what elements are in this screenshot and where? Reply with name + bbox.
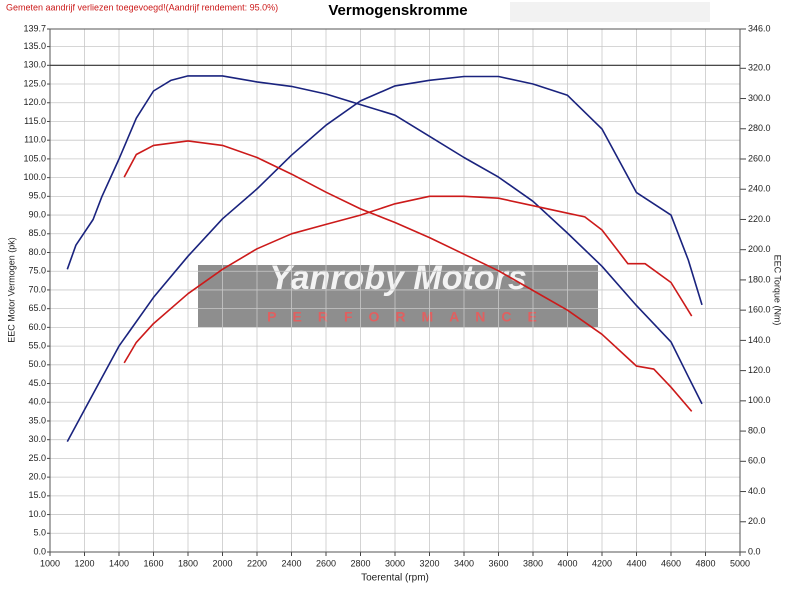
watermark-box xyxy=(198,265,598,327)
y-tick-label: 65.0 xyxy=(28,303,46,313)
x-tick-label: 3400 xyxy=(454,558,474,568)
y-tick-label: 125.0 xyxy=(23,78,46,88)
y2-axis-label: EEC Torque (Nm) xyxy=(773,255,783,326)
x-tick-label: 3200 xyxy=(419,558,439,568)
y-tick-label: 35.0 xyxy=(28,415,46,425)
y2-tick-label: 140.0 xyxy=(748,335,771,345)
y-tick-label: 139.7 xyxy=(23,23,46,33)
y-tick-label: 50.0 xyxy=(28,359,46,369)
y2-tick-label: 200.0 xyxy=(748,244,771,254)
y-tick-label: 130.0 xyxy=(23,60,46,70)
y-tick-label: 20.0 xyxy=(28,472,46,482)
x-tick-label: 2000 xyxy=(212,558,232,568)
y2-tick-label: 320.0 xyxy=(748,63,771,73)
y2-tick-label: 300.0 xyxy=(748,93,771,103)
y-tick-label: 120.0 xyxy=(23,97,46,107)
plot-frame xyxy=(49,28,741,553)
x-tick-label: 2600 xyxy=(316,558,336,568)
x-tick-label: 3800 xyxy=(523,558,543,568)
y2-tick-label: 220.0 xyxy=(748,214,771,224)
x-tick-label: 1200 xyxy=(74,558,94,568)
y2-tick-label: 280.0 xyxy=(748,123,771,133)
y-tick-label: 115.0 xyxy=(24,116,46,126)
y-tick-label: 80.0 xyxy=(28,247,46,257)
x-tick-label: 4600 xyxy=(661,558,681,568)
x-tick-label: 2200 xyxy=(247,558,267,568)
y-tick-label: 45.0 xyxy=(28,378,46,388)
watermark-subtitle: PERFORMANCE xyxy=(267,309,553,325)
y-axis-label: EEC Motor Vermogen (pk) xyxy=(6,237,16,343)
y-tick-label: 30.0 xyxy=(28,434,46,444)
chart-title: Vermogenskromme xyxy=(328,2,467,19)
x-tick-label: 1800 xyxy=(178,558,198,568)
y2-tick-label: 180.0 xyxy=(748,274,771,284)
y-tick-label: 100.0 xyxy=(23,172,46,182)
y-tick-label: 60.0 xyxy=(28,322,46,332)
y-tick-label: 0.0 xyxy=(33,546,46,556)
note-text: Gemeten aandrijf verliezen toegevoegd!(A… xyxy=(6,2,278,12)
y2-tick-label: 60.0 xyxy=(748,456,766,466)
x-tick-label: 4400 xyxy=(626,558,646,568)
y-tick-label: 5.0 xyxy=(33,528,46,538)
y-tick-label: 10.0 xyxy=(28,509,46,519)
y2-tick-label: 20.0 xyxy=(748,516,766,526)
x-axis-label: Toerental (rpm) xyxy=(361,573,429,584)
y-tick-label: 40.0 xyxy=(28,397,46,407)
x-tick-label: 1400 xyxy=(109,558,129,568)
watermark: Yanroby Motors PERFORMANCE xyxy=(198,259,598,327)
header-box xyxy=(510,2,710,22)
y-tick-label: 55.0 xyxy=(28,340,46,350)
series-line xyxy=(123,195,693,364)
y2-tick-label: 260.0 xyxy=(748,153,771,163)
series-line xyxy=(123,140,693,412)
y2-tick-label: 160.0 xyxy=(748,305,771,315)
y-tick-label: 110.0 xyxy=(24,135,46,145)
x-tick-label: 5000 xyxy=(730,558,750,568)
y2-tick-label: 80.0 xyxy=(748,425,766,435)
y-tick-label: 70.0 xyxy=(28,284,46,294)
y-tick-label: 85.0 xyxy=(28,228,46,238)
x-tick-label: 4800 xyxy=(695,558,715,568)
y2-tick-label: 100.0 xyxy=(748,395,771,405)
x-tick-label: 3600 xyxy=(488,558,508,568)
y-tick-label: 95.0 xyxy=(28,191,46,201)
x-tick-label: 1600 xyxy=(143,558,163,568)
y2-tick-label: 120.0 xyxy=(748,365,771,375)
y-tick-label: 15.0 xyxy=(28,490,46,500)
y2-tick-label: 346.0 xyxy=(748,23,771,33)
x-tick-label: 4000 xyxy=(557,558,577,568)
x-tick-label: 1000 xyxy=(40,558,60,568)
y-tick-label: 25.0 xyxy=(28,453,46,463)
y2-tick-label: 240.0 xyxy=(748,184,771,194)
y-tick-label: 105.0 xyxy=(23,153,46,163)
watermark-title: Yanroby Motors xyxy=(269,259,527,297)
x-tick-label: 2800 xyxy=(350,558,370,568)
y2-tick-label: 0.0 xyxy=(748,546,761,556)
y-tick-label: 90.0 xyxy=(28,209,46,219)
y2-tick-label: 40.0 xyxy=(748,486,766,496)
x-tick-label: 4200 xyxy=(592,558,612,568)
y-tick-label: 75.0 xyxy=(28,266,46,276)
series-line xyxy=(66,75,703,442)
x-tick-label: 2400 xyxy=(281,558,301,568)
x-tick-label: 3000 xyxy=(385,558,405,568)
series-line xyxy=(66,75,703,405)
y-tick-label: 135.0 xyxy=(23,41,46,51)
